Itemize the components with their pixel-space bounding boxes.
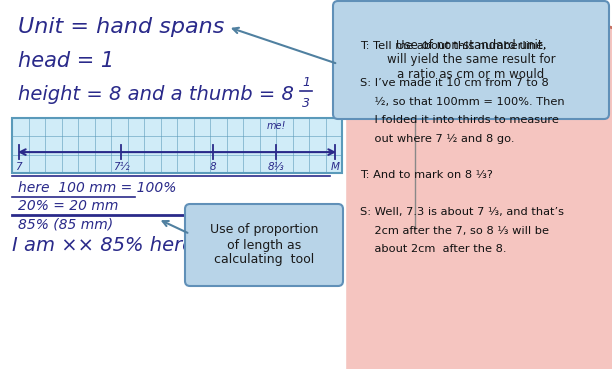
FancyBboxPatch shape — [330, 27, 612, 369]
Text: T: And to mark on 8 ⅓?: T: And to mark on 8 ⅓? — [360, 170, 493, 180]
Text: here  100 mm = 100%: here 100 mm = 100% — [18, 181, 176, 195]
Bar — [12, 118, 342, 173]
Text: head = 1: head = 1 — [18, 51, 114, 71]
Text: 20% = 20 mm: 20% = 20 mm — [18, 199, 118, 213]
Text: 2cm after the 7, so 8 ⅓ will be: 2cm after the 7, so 8 ⅓ will be — [360, 226, 549, 236]
Text: I am ×× 85% hero!: I am ×× 85% hero! — [12, 236, 202, 255]
Text: ½, so that 100mm = 100%. Then: ½, so that 100mm = 100%. Then — [360, 97, 565, 107]
Text: I folded it into thirds to measure: I folded it into thirds to measure — [360, 115, 559, 125]
Text: 1: 1 — [302, 76, 310, 89]
Text: 7½: 7½ — [113, 162, 129, 172]
Text: height = 8 and a thumb = 8: height = 8 and a thumb = 8 — [18, 85, 294, 103]
Text: S: I’ve made it 10 cm from 7 to 8: S: I’ve made it 10 cm from 7 to 8 — [360, 78, 549, 88]
Text: 85% (85 mm): 85% (85 mm) — [18, 217, 113, 231]
Text: 8⅓: 8⅓ — [267, 162, 285, 172]
Text: Use of proportion
of length as
calculating  tool: Use of proportion of length as calculati… — [210, 224, 318, 266]
Bar — [0, 0, 345, 369]
Text: S: Well, 7.3 is about 7 ⅓, and that’s: S: Well, 7.3 is about 7 ⅓, and that’s — [360, 207, 564, 217]
Text: T: Tell me about this numberline.: T: Tell me about this numberline. — [360, 41, 547, 51]
Text: about 2cm  after the 8.: about 2cm after the 8. — [360, 245, 507, 255]
Text: me!: me! — [266, 121, 286, 131]
FancyBboxPatch shape — [333, 1, 609, 119]
Text: Unit = hand spans: Unit = hand spans — [18, 17, 225, 37]
Text: 3: 3 — [302, 97, 310, 110]
Text: Use of non-standard unit,
will yield the same result for
a ratio as cm or m woul: Use of non-standard unit, will yield the… — [387, 38, 555, 82]
Text: 8: 8 — [210, 162, 217, 172]
Text: out where 7 ½ and 8 go.: out where 7 ½ and 8 go. — [360, 134, 515, 144]
FancyBboxPatch shape — [185, 204, 343, 286]
Text: 7: 7 — [15, 162, 22, 172]
Text: M: M — [331, 162, 340, 172]
